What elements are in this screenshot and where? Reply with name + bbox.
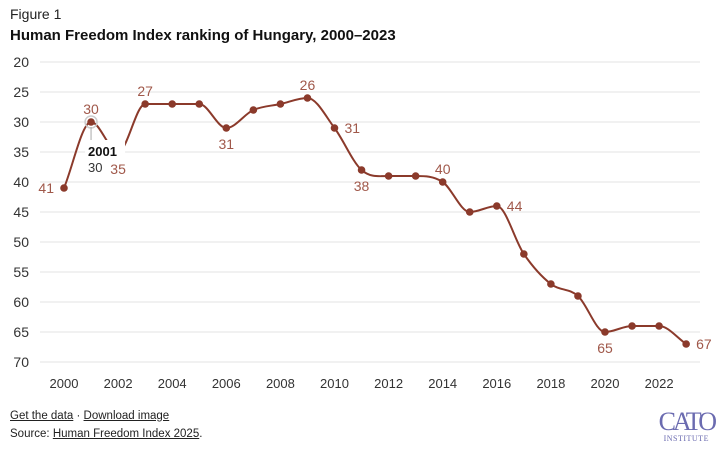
data-label: 31 xyxy=(219,136,235,152)
data-point xyxy=(357,166,366,174)
data-point xyxy=(520,250,528,258)
x-tick-label: 2018 xyxy=(536,376,565,391)
data-point xyxy=(682,340,690,348)
data-point xyxy=(465,208,474,216)
data-label: 35 xyxy=(110,161,126,177)
data-point xyxy=(195,100,204,108)
data-label: 41 xyxy=(38,180,54,196)
data-point xyxy=(276,100,285,108)
data-point xyxy=(168,100,176,108)
download-image-link[interactable]: Download image xyxy=(83,410,170,422)
y-tick-label: 45 xyxy=(13,204,29,220)
data-point xyxy=(60,184,68,192)
footer-links: Get the data · Download image xyxy=(10,410,169,422)
data-point xyxy=(438,178,447,186)
figure-label: Figure 1 xyxy=(10,6,62,22)
x-tick-label: 2002 xyxy=(104,376,133,391)
data-label: 31 xyxy=(345,120,361,136)
logo-top: CATO xyxy=(658,407,717,436)
source-line: Source: Human Freedom Index 2025. xyxy=(10,428,202,440)
tooltip-box xyxy=(85,140,126,180)
tooltip-year: 2001 xyxy=(88,144,117,159)
data-label: 44 xyxy=(507,198,523,214)
data-point xyxy=(87,118,95,126)
data-point xyxy=(655,322,663,330)
x-tick-label: 2008 xyxy=(266,376,295,391)
x-tick-label: 2006 xyxy=(212,376,241,391)
data-point xyxy=(303,94,312,102)
data-label: 65 xyxy=(597,340,613,356)
y-tick-label: 50 xyxy=(13,234,29,250)
logo-bottom: INSTITUTE xyxy=(663,434,709,443)
tooltip-value: 30 xyxy=(88,160,102,175)
source-link[interactable]: Human Freedom Index 2025 xyxy=(52,428,200,440)
source-prefix: Source: xyxy=(10,428,53,440)
data-point xyxy=(628,322,636,330)
data-label: 30 xyxy=(83,101,99,117)
cato-logo: CATO INSTITUTE xyxy=(658,407,717,444)
x-tick-label: 2010 xyxy=(320,376,349,391)
get-data-link[interactable]: Get the data xyxy=(10,410,74,422)
x-tick-label: 2012 xyxy=(374,376,403,391)
source-suffix: . xyxy=(199,428,203,440)
data-point xyxy=(384,172,393,180)
y-tick-label: 60 xyxy=(13,294,29,310)
x-tick-label: 2004 xyxy=(158,376,187,391)
y-tick-label: 30 xyxy=(13,114,29,130)
data-point xyxy=(547,280,555,288)
separator: · xyxy=(76,410,81,422)
y-tick-label: 65 xyxy=(13,324,29,340)
y-tick-label: 25 xyxy=(13,84,29,100)
data-point xyxy=(493,202,501,210)
data-label: 27 xyxy=(137,83,153,99)
x-tick-label: 2016 xyxy=(482,376,511,391)
data-point xyxy=(141,100,149,108)
data-label: 38 xyxy=(354,178,370,194)
x-tick-label: 2000 xyxy=(50,376,79,391)
y-tick-label: 20 xyxy=(13,54,29,70)
y-tick-label: 70 xyxy=(13,354,29,370)
data-point xyxy=(330,124,339,132)
data-point xyxy=(601,328,609,336)
chart-title: Human Freedom Index ranking of Hungary, … xyxy=(10,27,396,44)
x-tick-label: 2014 xyxy=(428,376,457,391)
y-tick-label: 55 xyxy=(13,264,29,280)
series-line xyxy=(63,96,687,345)
data-point xyxy=(411,172,420,180)
data-label: 26 xyxy=(300,77,316,93)
y-tick-label: 35 xyxy=(13,144,29,160)
data-point xyxy=(249,106,258,114)
data-label: 67 xyxy=(696,336,712,352)
y-tick-label: 40 xyxy=(13,174,29,190)
line-chart: 20 25 30 35 40 45 50 55 60 65 70 2000 2002 2004 2006 20… xyxy=(13,54,712,391)
x-tick-label: 2020 xyxy=(591,376,620,391)
data-point xyxy=(574,292,582,300)
x-tick-label: 2022 xyxy=(645,376,674,391)
data-point xyxy=(222,124,231,132)
data-label: 40 xyxy=(435,161,451,177)
